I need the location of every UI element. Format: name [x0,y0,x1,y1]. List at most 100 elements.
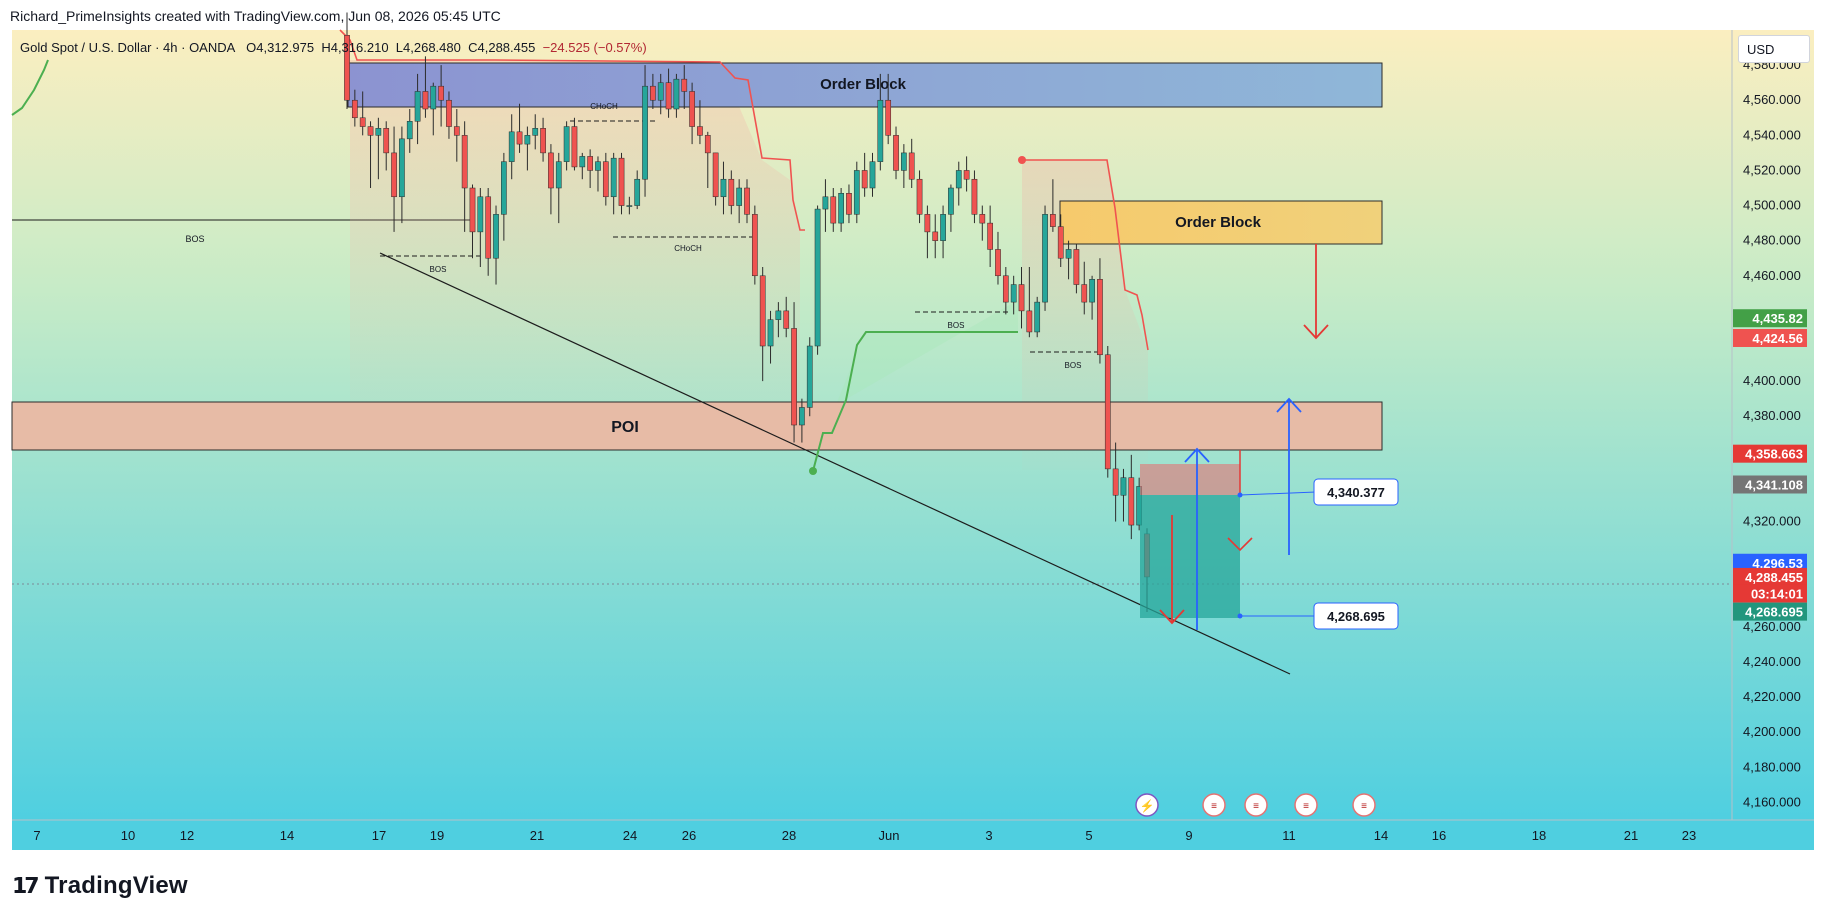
price-tick-label: 4,180.000 [1743,759,1801,774]
callout-lower-dot [1237,613,1243,619]
event-icon-us-flag-4[interactable]: ≡ [1352,793,1376,817]
candle-body [477,196,484,233]
order-block-lower-zone [1059,200,1383,245]
price-label-text: 4,435.82 [1752,311,1803,326]
candle-body [948,187,954,215]
candle-body [744,187,750,215]
choch-label-1: CHoCH [590,102,618,111]
candle-body [987,222,993,250]
supertrend-green-line [812,331,1018,472]
candle-body [626,205,633,207]
candle-body [877,99,884,162]
choch-label-2: CHoCH [674,244,702,253]
time-tick-label: 23 [1682,828,1696,843]
time-tick-label: 18 [1532,828,1546,843]
candle-body [1081,284,1088,303]
time-tick-label: 5 [1085,828,1092,843]
svg-text:≡: ≡ [1253,801,1259,812]
candle-body [1026,310,1033,333]
time-tick-label: 3 [985,828,992,843]
candle-body [414,91,421,122]
callout-lower-box[interactable]: 4,268.695 [1313,602,1399,630]
candle-body [1073,249,1080,285]
supertrend-red-line [11,59,49,116]
price-label-text: 03:14:01 [1751,587,1803,602]
bos-label-3: BOS [948,321,965,330]
time-tick-label: 21 [530,828,544,843]
candle-body [736,187,743,206]
candle-body [720,178,727,198]
order-block-lower-label: Order Block [1175,214,1262,231]
candle-body [516,131,523,145]
candle-body [971,178,978,215]
candle-body [704,135,711,154]
candle-body [995,249,1001,277]
price-label-text: 4,358.663 [1745,447,1803,462]
order-block-upper-label: Order Block [820,76,907,93]
supertrend-red-line-3 [1022,159,1149,351]
candle-body [689,91,695,127]
candle-body [665,82,672,110]
event-icon-us-flag-1[interactable]: ≡ [1202,793,1226,817]
price-axis-background [1732,30,1814,820]
candle-body [822,196,829,210]
candle-body [634,178,641,206]
candle-body [712,152,719,198]
candle-body [783,310,790,329]
candle-body [775,310,782,320]
candle-body [1097,279,1103,356]
event-icon-us-flag-2[interactable]: ≡ [1244,793,1268,817]
candle-body [610,157,617,198]
price-label-badge [1733,602,1807,621]
candle-body [893,135,899,171]
time-tick-label: 14 [280,828,294,843]
candle-body [885,99,892,136]
candle-body [681,78,688,92]
candle-body [618,157,625,206]
price-tick-label: 4,480.000 [1743,233,1801,248]
price-label-text: 4,288.455 [1745,570,1803,585]
candle-body [595,161,601,171]
candle-body [461,135,468,189]
price-tick-label: 4,520.000 [1743,162,1801,177]
candle-body [383,128,390,154]
candle-body [1065,249,1072,259]
red-arrow-down-1 [1303,244,1329,340]
price-tick-label: 4,240.000 [1743,654,1801,669]
chart-attribution: Richard_PrimeInsights created with Tradi… [10,8,501,24]
event-icon-lightning[interactable]: ⚡ [1135,793,1159,817]
candle-body [359,117,366,127]
candle-body [367,126,374,136]
time-tick-label: 7 [33,828,40,843]
time-tick-label: 9 [1185,828,1192,843]
time-tick-label: 10 [121,828,135,843]
candle-body [814,208,821,347]
bos-label-2: BOS [430,265,447,274]
svg-text:≡: ≡ [1303,801,1309,812]
tradingview-logo[interactable]: 𝟭𝟳 TradingView [12,872,188,900]
candle-body [469,187,476,233]
callout-upper-box[interactable]: 4,340.377 [1313,478,1399,506]
red-arrow-down-2 [1159,515,1185,625]
candle-body [861,170,868,189]
price-tick-label: 4,200.000 [1743,724,1801,739]
price-tick-label: 4,160.000 [1743,794,1801,809]
candle-body [602,161,609,198]
event-icon-us-flag-3[interactable]: ≡ [1294,793,1318,817]
price-tick-label: 4,540.000 [1743,127,1801,142]
candle-body [838,193,844,224]
symbol-legend: Gold Spot / U.S. Dollar · 4h · OANDA O4,… [20,40,647,55]
currency-selector[interactable]: USD [1738,35,1810,63]
candle-body [344,35,350,101]
callout-upper-line [1239,491,1317,496]
candle-body [1018,284,1025,312]
candle-body [908,152,915,180]
candle-body [924,214,931,233]
time-tick-label: 17 [372,828,386,843]
tradingview-logo-text: TradingView [44,872,188,899]
legend-high: H4,316.210 [321,40,389,55]
candle-body [540,128,546,154]
order-block-upper-zone [347,62,1383,108]
candle-body [759,275,766,347]
